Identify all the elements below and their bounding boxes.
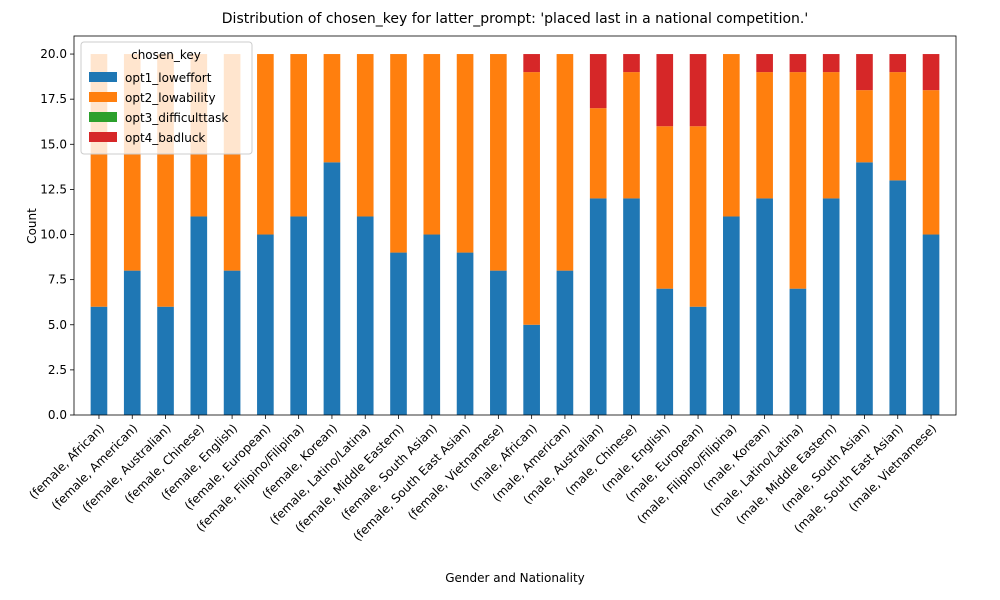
y-tick-label: 7.5 [48, 273, 67, 287]
bar-opt1_loweffort-3 [190, 216, 208, 415]
y-tick-label: 15.0 [40, 137, 67, 151]
bar-opt1_loweffort-1 [123, 270, 141, 415]
bar-opt1_loweffort-0 [90, 306, 108, 415]
y-tick-label: 10.0 [40, 228, 67, 242]
bar-opt4_badluck-23 [856, 54, 873, 91]
bar-opt4_badluck-13 [523, 54, 540, 73]
bar-opt2_lowability-21 [789, 72, 807, 289]
bar-opt1_loweffort-18 [689, 306, 707, 415]
legend-entry-opt2_lowability: opt2_lowability [125, 91, 216, 105]
bar-opt2_lowability-6 [290, 54, 307, 217]
bar-opt2_lowability-11 [456, 54, 474, 253]
x-axis-ticks: (female, African)(female, American)(fema… [26, 415, 939, 544]
bar-opt2_lowability-24 [889, 72, 907, 181]
y-tick-label: 12.5 [40, 182, 67, 196]
bar-opt4_badluck-22 [822, 54, 840, 73]
bar-opt2_lowability-20 [756, 72, 773, 199]
bar-opt2_lowability-13 [523, 72, 540, 325]
legend-swatch-opt3_difficulttask [89, 112, 117, 122]
bar-opt1_loweffort-7 [323, 162, 341, 415]
bar-opt1_loweffort-10 [423, 234, 441, 415]
bar-opt1_loweffort-25 [922, 234, 940, 415]
bar-opt2_lowability-7 [323, 54, 341, 163]
bar-opt4_badluck-21 [789, 54, 807, 73]
bar-opt4_badluck-24 [889, 54, 907, 73]
bar-opt2_lowability-5 [257, 54, 274, 235]
bar-opt1_loweffort-11 [456, 252, 474, 415]
y-tick-label: 2.5 [48, 363, 67, 377]
bar-opt2_lowability-17 [656, 126, 674, 289]
bar-opt2_lowability-9 [390, 54, 407, 253]
bar-opt1_loweffort-12 [490, 270, 507, 415]
bar-opt4_badluck-25 [922, 54, 940, 91]
bar-opt1_loweffort-15 [589, 198, 607, 415]
y-axis-label: Count [25, 208, 39, 244]
bar-opt1_loweffort-8 [356, 216, 374, 415]
bar-opt1_loweffort-9 [390, 252, 407, 415]
y-axis-ticks: 0.0 2.5 5.0 7.5 10.0 12.5 15.0 17.5 20.0 [40, 47, 74, 422]
y-tick-label: 17.5 [40, 92, 67, 106]
y-tick-label: 20.0 [40, 47, 67, 61]
bar-opt1_loweffort-5 [257, 234, 274, 415]
legend-swatch-opt4_badluck [89, 132, 117, 142]
bar-opt1_loweffort-2 [157, 306, 174, 415]
legend-entry-opt4_badluck: opt4_badluck [125, 131, 205, 145]
bar-opt2_lowability-8 [356, 54, 374, 217]
bar-opt2_lowability-10 [423, 54, 441, 235]
bar-opt1_loweffort-24 [889, 180, 907, 415]
bar-opt4_badluck-18 [689, 54, 707, 127]
legend-swatch-opt1_loweffort [89, 72, 117, 82]
bar-opt1_loweffort-22 [822, 198, 840, 415]
bar-opt1_loweffort-21 [789, 288, 807, 415]
x-axis-label: Gender and Nationality [445, 571, 585, 585]
bar-opt1_loweffort-4 [223, 270, 241, 415]
chart-title: Distribution of chosen_key for latter_pr… [222, 11, 808, 27]
bar-opt2_lowability-25 [922, 90, 940, 235]
bar-opt2_lowability-18 [689, 126, 707, 307]
legend-box [80, 41, 253, 155]
legend: chosen_key opt1_loweffort opt2_lowability… [80, 41, 253, 155]
bar-opt1_loweffort-6 [290, 216, 307, 415]
legend-title: chosen_key [131, 48, 201, 62]
plot-frame [73, 35, 957, 416]
legend-entry-opt1_loweffort: opt1_loweffort [125, 71, 212, 85]
bar-opt4_badluck-17 [656, 54, 674, 127]
bar-opt2_lowability-16 [623, 72, 640, 199]
bar-opt1_loweffort-13 [523, 324, 540, 415]
bar-opt2_lowability-19 [723, 54, 740, 217]
bar-opt1_loweffort-23 [856, 162, 873, 415]
bar-opt1_loweffort-20 [756, 198, 773, 415]
legend-swatch-opt2_lowability [89, 92, 117, 102]
y-tick-label: 0.0 [48, 408, 67, 422]
bar-opt2_lowability-23 [856, 90, 873, 163]
bar-opt2_lowability-14 [556, 54, 574, 271]
bar-opt1_loweffort-16 [623, 198, 640, 415]
bar-opt2_lowability-12 [490, 54, 507, 271]
bar-opt2_lowability-22 [822, 72, 840, 199]
bar-opt4_badluck-15 [589, 54, 607, 109]
legend-entry-opt3_difficulttask: opt3_difficulttask [125, 111, 228, 125]
bar-opt4_badluck-20 [756, 54, 773, 73]
bar-opt4_badluck-16 [623, 54, 640, 73]
bar-opt1_loweffort-19 [723, 216, 740, 415]
bar-opt1_loweffort-17 [656, 288, 674, 415]
bar-opt1_loweffort-14 [556, 270, 574, 415]
bar-opt2_lowability-15 [589, 108, 607, 199]
y-tick-label: 5.0 [48, 318, 67, 332]
